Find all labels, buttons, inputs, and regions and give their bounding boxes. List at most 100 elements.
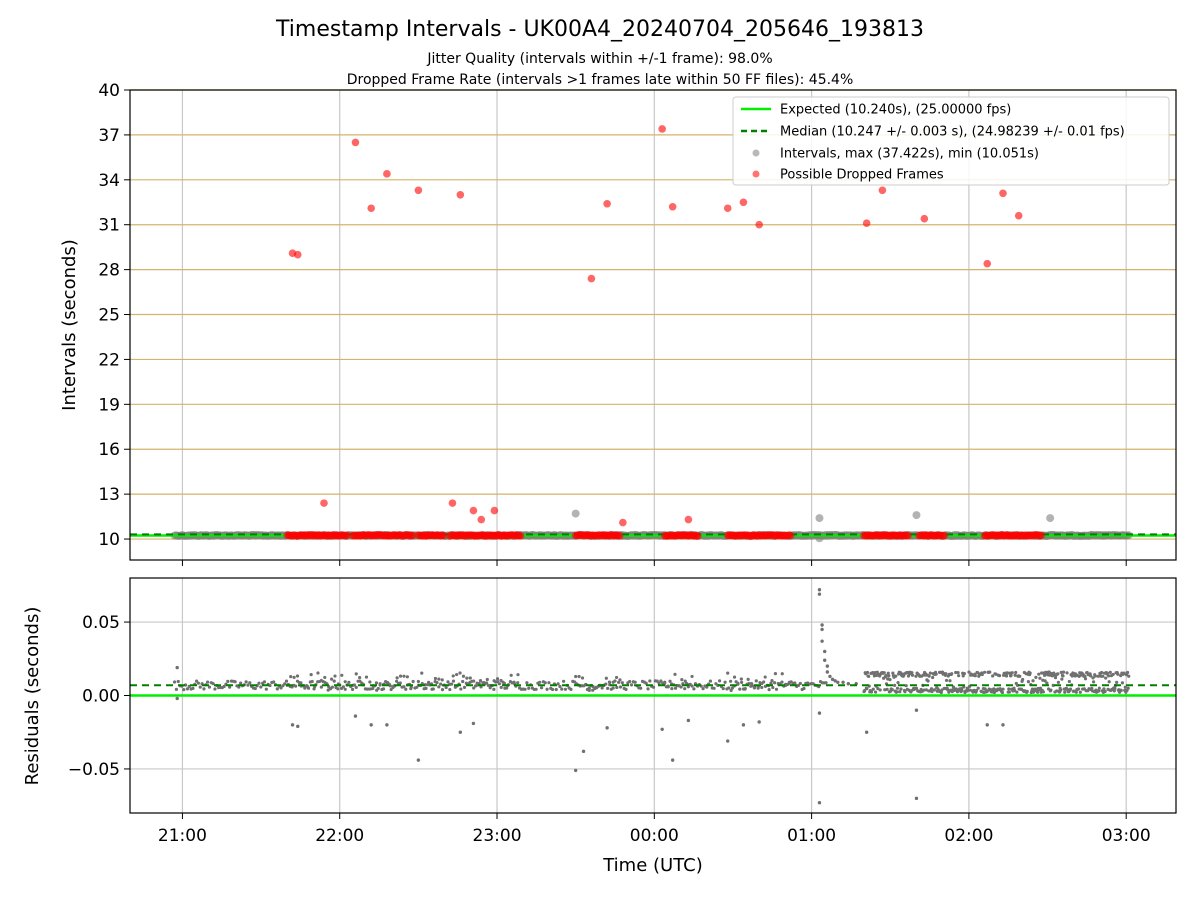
residual-point bbox=[926, 679, 930, 683]
dropped-frame-point bbox=[587, 274, 596, 283]
dropped-frame-point bbox=[615, 532, 624, 540]
residual-point bbox=[967, 670, 971, 674]
residual-point bbox=[268, 683, 272, 688]
residual-point bbox=[1090, 686, 1094, 690]
residual-point bbox=[1119, 688, 1123, 692]
residual-point bbox=[730, 686, 735, 690]
residual-point bbox=[1034, 675, 1038, 679]
dropped-frame-point bbox=[414, 186, 423, 195]
residual-point bbox=[505, 686, 509, 690]
residual-point bbox=[402, 685, 406, 689]
residual-point bbox=[712, 686, 716, 690]
residual-point bbox=[770, 678, 774, 683]
residual-point bbox=[534, 687, 538, 691]
residual-point bbox=[1116, 672, 1120, 676]
residual-point bbox=[746, 677, 750, 681]
residual-point bbox=[577, 674, 581, 679]
residual-point bbox=[1091, 680, 1096, 684]
residual-point bbox=[739, 677, 743, 681]
residual-point bbox=[1097, 689, 1101, 693]
residual-point bbox=[1070, 674, 1074, 678]
residual-point bbox=[389, 687, 393, 692]
residual-point bbox=[433, 676, 438, 681]
residual-point bbox=[244, 680, 248, 684]
residual-point bbox=[670, 758, 675, 762]
residual-point bbox=[721, 686, 725, 691]
residual-point bbox=[991, 674, 995, 678]
residual-point bbox=[444, 685, 448, 690]
residual-point bbox=[895, 690, 899, 694]
residual-point bbox=[1028, 671, 1032, 675]
residual-point bbox=[1104, 676, 1108, 680]
residual-point bbox=[395, 679, 399, 683]
residual-point bbox=[676, 684, 681, 688]
residual-point bbox=[1122, 671, 1126, 675]
residual-point bbox=[893, 683, 897, 688]
residual-point bbox=[1000, 690, 1005, 695]
residual-point bbox=[523, 687, 527, 691]
dropped-frame-point bbox=[878, 186, 887, 195]
residual-point bbox=[550, 687, 555, 692]
residual-point bbox=[1045, 681, 1049, 685]
residual-point bbox=[461, 674, 466, 678]
residual-point bbox=[296, 724, 300, 729]
residual-point bbox=[629, 683, 634, 687]
dropped-frame-point bbox=[999, 189, 1007, 198]
residual-point bbox=[817, 711, 822, 715]
dropped-frame-point bbox=[408, 531, 417, 540]
residual-point bbox=[172, 680, 177, 684]
residual-point bbox=[820, 623, 824, 627]
residual-point bbox=[922, 688, 926, 692]
residual-point bbox=[760, 685, 764, 690]
residual-point bbox=[692, 687, 696, 691]
residual-point bbox=[946, 688, 950, 692]
residual-point bbox=[502, 681, 506, 685]
top-plot-area bbox=[130, 125, 1176, 543]
interval-point bbox=[571, 509, 580, 518]
residual-point bbox=[336, 687, 340, 691]
residual-point bbox=[728, 679, 733, 683]
residual-point bbox=[769, 681, 773, 685]
residual-point bbox=[1056, 680, 1060, 684]
legend-label-expected: Expected (10.240s), (25.00000 fps) bbox=[780, 103, 1011, 118]
residual-point bbox=[727, 686, 731, 690]
residual-point bbox=[723, 680, 727, 684]
residual-point bbox=[817, 592, 822, 596]
residual-point bbox=[462, 685, 467, 689]
residual-point bbox=[1026, 680, 1031, 684]
residual-point bbox=[865, 687, 869, 691]
residual-point bbox=[992, 690, 996, 695]
residual-point bbox=[330, 685, 334, 689]
residual-point bbox=[213, 687, 217, 691]
residual-point bbox=[846, 682, 851, 686]
dropped-frame-point bbox=[516, 532, 525, 540]
residual-point bbox=[329, 677, 334, 681]
dropped-frame-point bbox=[343, 531, 351, 539]
residual-point bbox=[869, 690, 874, 694]
residual-point bbox=[1089, 674, 1093, 678]
residual-point bbox=[882, 671, 886, 675]
residual-point bbox=[587, 688, 591, 693]
residual-point bbox=[459, 687, 463, 691]
top-y-tick-label: 13 bbox=[98, 485, 120, 505]
residual-point bbox=[430, 687, 434, 691]
residual-point bbox=[371, 686, 375, 691]
interval-point bbox=[815, 514, 824, 523]
top-y-tick-label: 16 bbox=[98, 440, 120, 460]
residual-point bbox=[1078, 690, 1082, 694]
residual-point bbox=[605, 726, 609, 730]
residual-point bbox=[875, 670, 879, 674]
residual-point bbox=[574, 674, 578, 679]
residual-point bbox=[1067, 679, 1071, 684]
residual-point bbox=[929, 687, 934, 691]
residual-point bbox=[817, 801, 822, 805]
residual-point bbox=[864, 730, 869, 734]
x-axis-label: Time (UTC) bbox=[602, 855, 703, 876]
legend-frame bbox=[732, 96, 1170, 186]
residual-point bbox=[1097, 686, 1101, 690]
residual-point bbox=[257, 681, 261, 685]
residual-point bbox=[954, 670, 958, 675]
residual-point bbox=[471, 721, 476, 726]
residual-point bbox=[690, 674, 694, 679]
